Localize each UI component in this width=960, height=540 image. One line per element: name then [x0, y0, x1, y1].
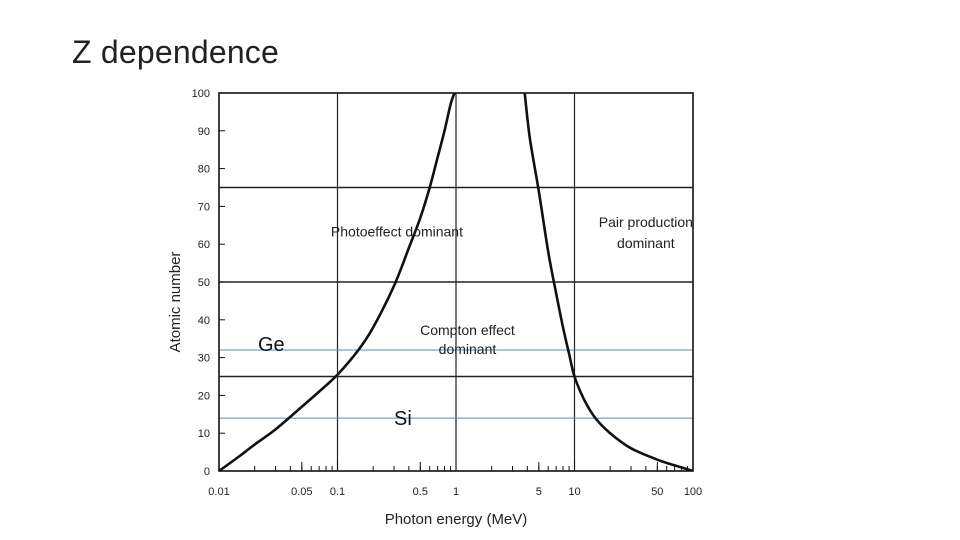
x-tick-label: 0.05	[291, 486, 312, 498]
x-axis-label: Photon energy (MeV)	[385, 511, 528, 528]
x-tick-label: 1	[453, 486, 459, 498]
region-annotation: dominant	[617, 235, 675, 251]
y-axis-label: Atomic number	[167, 252, 184, 353]
reference-lines	[219, 349, 693, 419]
y-tick-label: 20	[198, 390, 210, 402]
series-line-2	[523, 93, 693, 471]
series-line-1	[219, 93, 456, 471]
region-annotation: Photoeffect dominant	[331, 224, 463, 240]
y-tick-label: 30	[198, 353, 210, 365]
x-tick-label: 100	[684, 486, 702, 498]
y-tick-label: 0	[204, 466, 210, 478]
tick-layer: 0.01 0.05 0.1 0.5 1 5 10 50 100 0 10 20 30 40 50 60 70 80…	[192, 88, 703, 498]
grid-layer	[219, 93, 693, 471]
y-tick-label: 50	[198, 277, 210, 289]
ge-label: Ge	[258, 334, 285, 356]
y-tick-label: 10	[198, 428, 210, 440]
region-annotation: Pair production	[599, 214, 693, 230]
y-tick-label: 100	[192, 88, 210, 100]
y-tick-label: 90	[198, 126, 210, 138]
y-tick-label: 40	[198, 315, 210, 327]
x-tick-label: 10	[568, 486, 580, 498]
series-layer	[219, 93, 693, 471]
x-tick-label: 50	[651, 486, 663, 498]
region-annotation: dominant	[439, 341, 497, 357]
y-tick-label: 80	[198, 164, 210, 176]
y-tick-label: 60	[198, 239, 210, 251]
y-tick-label: 70	[198, 201, 210, 213]
x-tick-label: 5	[536, 486, 542, 498]
slide-title: Z dependence	[72, 34, 280, 70]
label-layer: Photon energy (MeV) Atomic number Photoeff…	[167, 214, 693, 528]
x-tick-label: 0.1	[330, 486, 345, 498]
x-tick-label: 0.01	[208, 486, 229, 498]
region-annotation: Compton effect	[420, 322, 515, 338]
x-tick-label: 0.5	[413, 486, 428, 498]
si-label: Si	[394, 408, 412, 430]
